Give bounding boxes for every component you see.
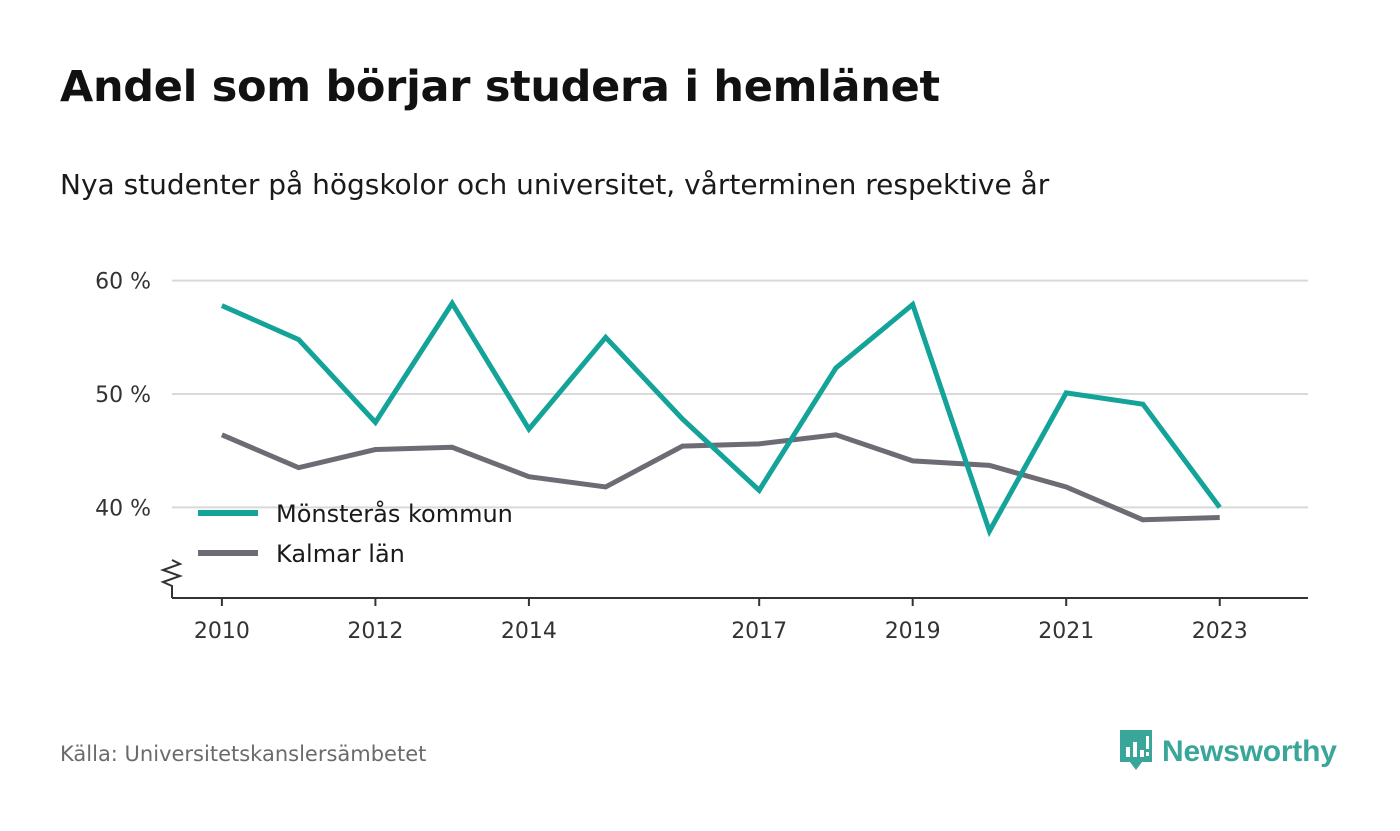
legend-label: Kalmar län (276, 540, 405, 568)
y-tick-label: 60 % (95, 270, 151, 295)
brand-logo[interactable]: Newsworthy (1118, 728, 1337, 776)
chart-title: Andel som börjar studera i hemlänet (60, 62, 940, 112)
x-tick-label: 2017 (731, 619, 787, 644)
x-tick-label: 2012 (347, 619, 403, 644)
x-tick-label: 2019 (885, 619, 941, 644)
legend: Mönsterås kommun Kalmar län (198, 499, 513, 568)
y-axis: 40 % 50 % 60 % (95, 270, 184, 598)
series-line-monsteras-kommun (220, 298, 1222, 538)
source-note: Källa: Universitetskanslersämbetet (60, 742, 427, 766)
y-axis-break-icon (159, 559, 184, 598)
y-tick-label: 50 % (95, 383, 151, 408)
x-tick-label: 2023 (1192, 619, 1248, 644)
x-axis: 2010 2012 2014 2017 2019 2021 2023 (172, 597, 1308, 644)
x-tick-label: 2010 (194, 619, 250, 644)
newsworthy-logo-icon (1118, 728, 1154, 776)
y-tick-label: 40 % (95, 496, 151, 521)
brand-name: Newsworthy (1162, 735, 1337, 768)
series-lines (220, 298, 1222, 538)
x-tick-label: 2014 (501, 619, 557, 644)
line-chart: 40 % 50 % 60 % 2010 2012 2014 2017 2019 2021 202… (95, 270, 1308, 644)
x-tick-label: 2021 (1038, 619, 1094, 644)
chart-subtitle: Nya studenter på högskolor och universit… (60, 168, 1050, 201)
series-line-kalmar-lan (220, 432, 1220, 523)
legend-label: Mönsterås kommun (276, 499, 513, 528)
